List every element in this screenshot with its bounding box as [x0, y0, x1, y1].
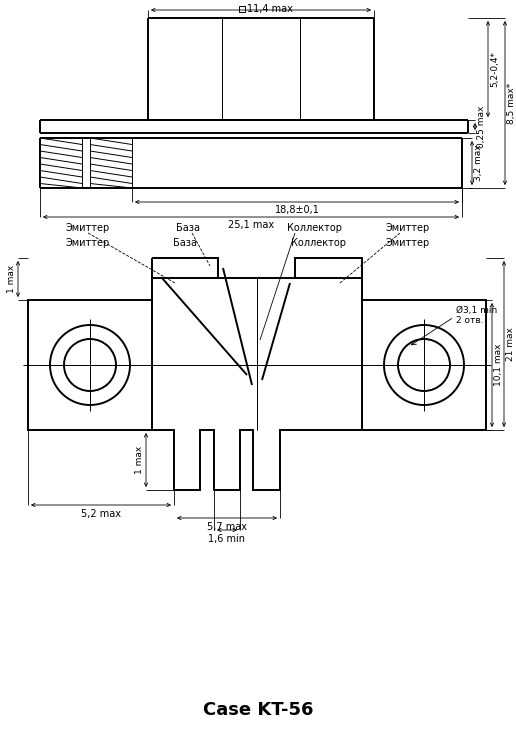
Text: База: База [176, 223, 200, 233]
Text: Коллектор: Коллектор [287, 223, 343, 233]
Text: 2 отв.: 2 отв. [456, 316, 483, 325]
Text: 1 max: 1 max [135, 446, 144, 474]
Text: 5,7 max: 5,7 max [207, 522, 247, 532]
Text: 1,6 min: 1,6 min [208, 534, 246, 544]
Text: 3,2 max: 3,2 max [474, 144, 483, 181]
Text: 18,8±0,1: 18,8±0,1 [275, 205, 319, 215]
Text: Эмиттер: Эмиттер [66, 223, 110, 233]
Text: 5,2 max: 5,2 max [81, 509, 121, 519]
Text: 8,5 max*: 8,5 max* [507, 82, 516, 124]
Text: 25,1 max: 25,1 max [228, 220, 274, 230]
Text: 1 max: 1 max [7, 265, 16, 293]
Text: Ø3,1 min: Ø3,1 min [456, 306, 497, 315]
Text: Case KT-56: Case KT-56 [203, 701, 313, 719]
Text: База: База [173, 238, 197, 248]
Text: 10,1 max: 10,1 max [494, 344, 503, 386]
Text: 5,2-0,4*: 5,2-0,4* [490, 51, 499, 87]
Text: Эмиттер: Эмиттер [66, 238, 110, 248]
Text: Коллектор: Коллектор [291, 238, 346, 248]
Text: Эмиттер: Эмиттер [386, 223, 430, 233]
Bar [239, 6, 245, 12]
Text: Эмиттер: Эмиттер [386, 238, 430, 248]
Text: 21 max: 21 max [506, 327, 515, 361]
Text: 11,4 max: 11,4 max [247, 4, 293, 14]
Text: 0,25 max: 0,25 max [477, 106, 486, 147]
